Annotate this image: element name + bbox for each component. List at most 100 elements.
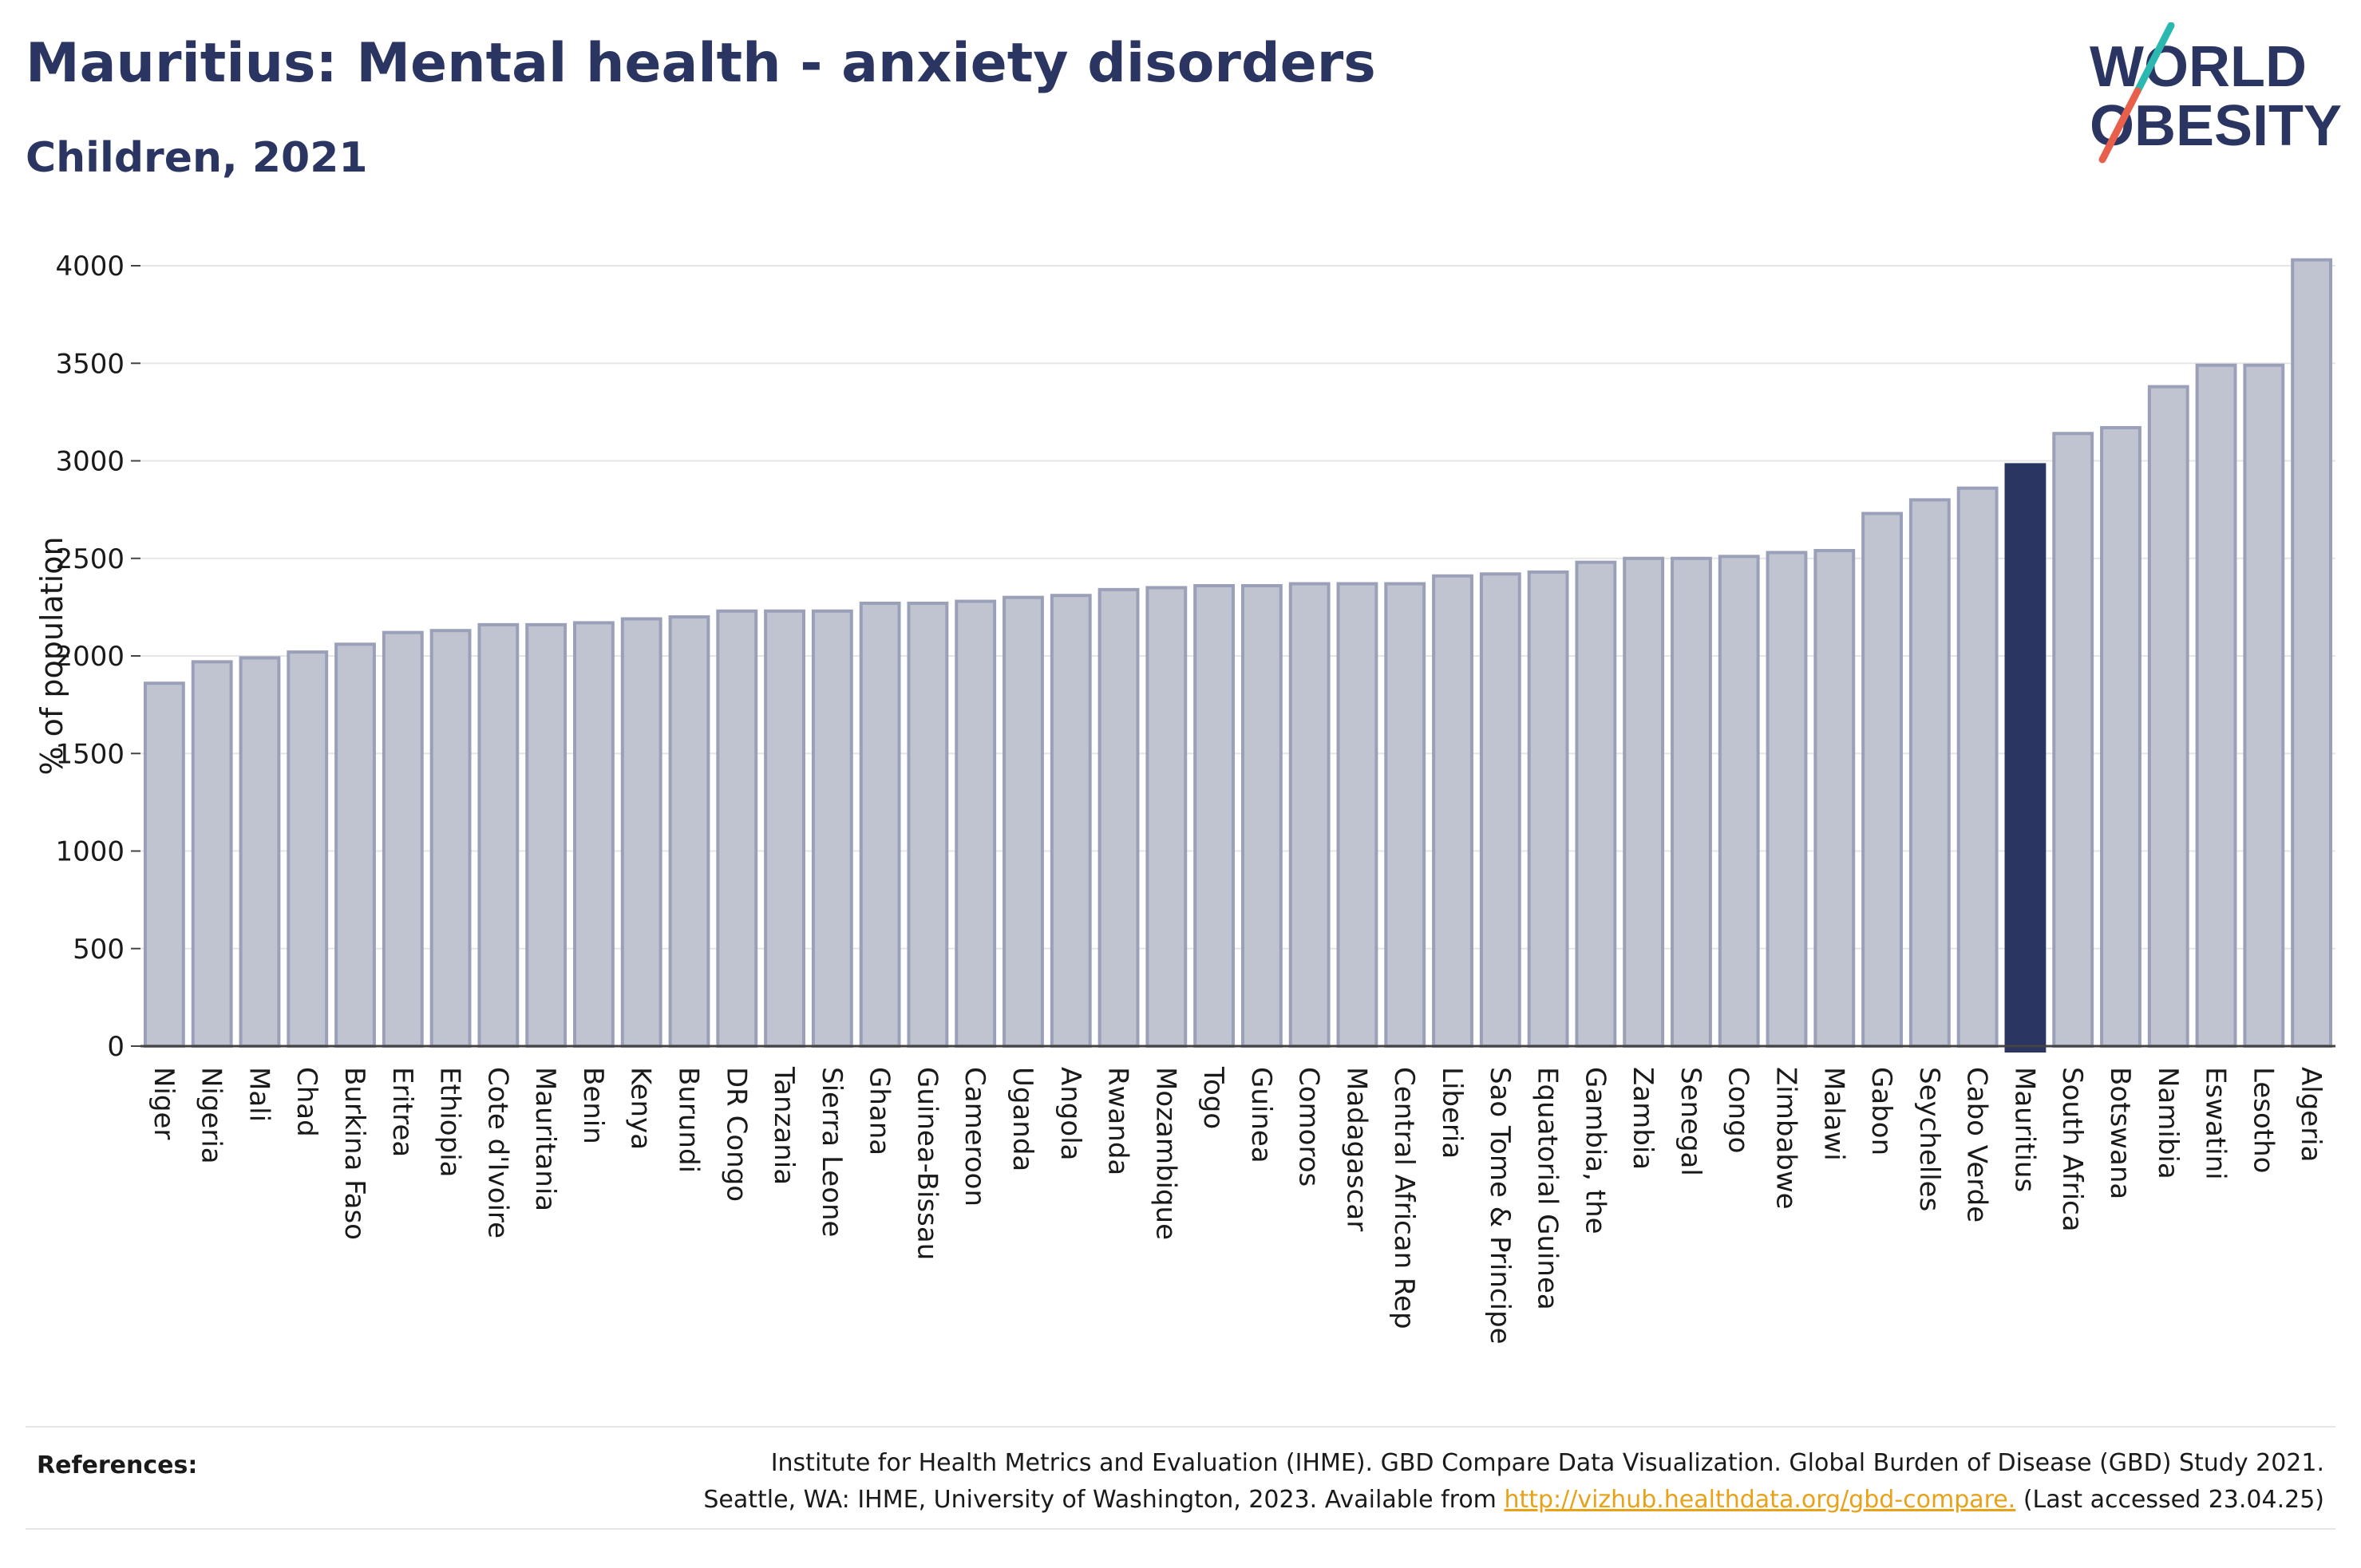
bar-seychelles [1908, 498, 1951, 1048]
bar-equatorial-guinea [1527, 570, 1569, 1048]
references-text: Institute for Health Metrics and Evaluat… [703, 1445, 2324, 1519]
x-tick-label: Zambia [1627, 1067, 1659, 1170]
x-tick-label: Benin [577, 1067, 609, 1144]
x-tick-label: Burundi [673, 1067, 705, 1173]
bar-mauritania [525, 622, 568, 1048]
x-tick-label: Guinea-Bissau [911, 1067, 943, 1260]
bar-eswatini [2195, 363, 2237, 1048]
references-label: References: [37, 1451, 198, 1479]
bar-sierra-leone [811, 609, 853, 1048]
y-tick-label: 0 [107, 1031, 125, 1063]
x-tick-label: Nigeria [196, 1067, 227, 1164]
bar-benin [573, 621, 615, 1048]
x-tick-label: Cote d'Ivoire [481, 1067, 513, 1238]
bar-ghana [859, 601, 901, 1048]
y-tick-label: 3000 [55, 446, 125, 478]
x-tick-label: Niger [148, 1067, 180, 1139]
x-tick-label: Congo [1722, 1067, 1754, 1153]
bar-burundi [668, 615, 710, 1048]
x-tick-label: Eritrea [386, 1067, 418, 1157]
references-panel: References: Institute for Health Metrics… [26, 1426, 2335, 1530]
bar-guinea [1240, 583, 1283, 1048]
x-tick-label: Mauritius [2008, 1067, 2040, 1192]
bar-dr-congo [716, 609, 758, 1048]
bar-central-african-rep [1384, 582, 1426, 1048]
x-tick-label: Comoros [1293, 1067, 1325, 1187]
x-tick-label: Angola [1054, 1067, 1086, 1160]
x-tick-label: South Africa [2056, 1067, 2088, 1232]
x-tick-label: DR Congo [720, 1067, 752, 1202]
bar-comoros [1288, 582, 1331, 1048]
bar-uganda [1003, 595, 1044, 1048]
x-tick-label: Senegal [1675, 1067, 1706, 1176]
x-tick-label: Central African Rep [1388, 1067, 1420, 1329]
bar-gabon [1861, 511, 1903, 1048]
x-tick-label: Cabo Verde [1961, 1067, 1993, 1222]
logo-slash-top [2134, 22, 2175, 95]
bar-kenya [620, 617, 662, 1048]
y-tick-label: 1500 [55, 738, 125, 770]
y-tick-label: 500 [73, 934, 125, 966]
bar-congo [1718, 555, 1760, 1048]
bar-mali [239, 656, 281, 1048]
references-line-2-suffix: (Last accessed 23.04.25) [2015, 1486, 2324, 1514]
x-tick-label: Cameroon [959, 1067, 991, 1207]
references-line-2: Seattle, WA: IHME, University of Washing… [703, 1482, 2324, 1519]
x-tick-label: Sierra Leone [816, 1067, 848, 1237]
x-tick-label: Algeria [2295, 1067, 2327, 1162]
bar-senegal [1671, 556, 1712, 1048]
bar-mozambique [1145, 586, 1188, 1048]
bar-madagascar [1336, 582, 1378, 1048]
bar-niger [143, 681, 185, 1048]
bar-mauritius [2004, 463, 2047, 1053]
x-tick-label: Mali [243, 1067, 275, 1122]
bar-rwanda [1097, 587, 1140, 1048]
x-tick-label: Madagascar [1340, 1067, 1372, 1231]
bar-south-africa [2052, 432, 2094, 1048]
bar-lesotho [2243, 363, 2285, 1048]
y-axis-ticks: 0 500 1000 1500 2000 2500 3000 3500 4000 [55, 251, 140, 1063]
x-tick-label: Eswatini [2200, 1067, 2232, 1180]
y-tick-label: 4000 [55, 251, 125, 282]
x-tick-label: Tanzania [768, 1066, 800, 1185]
x-tick-label: Gabon [1865, 1067, 1897, 1155]
chart-title: Mauritius: Mental health - anxiety disor… [26, 32, 1376, 95]
x-tick-label: Mozambique [1149, 1067, 1181, 1240]
references-link[interactable]: http://vizhub.healthdata.org/gbd-compare… [1504, 1486, 2016, 1514]
bar-nigeria [191, 660, 233, 1049]
x-tick-label: Mauritania [529, 1067, 561, 1211]
x-tick-label: Malawi [1817, 1067, 1849, 1161]
x-tick-label: Zimbabwe [1770, 1067, 1802, 1210]
y-tick-label: 2500 [55, 543, 125, 575]
y-tick-label: 1000 [55, 836, 125, 868]
x-tick-label: Ghana [864, 1067, 896, 1155]
bar-namibia [2147, 385, 2189, 1048]
references-line-1: Institute for Health Metrics and Evaluat… [770, 1449, 2324, 1477]
x-tick-label: Gambia, the [1579, 1067, 1611, 1234]
bar-algeria [2291, 258, 2333, 1049]
bar-ethiopia [429, 629, 472, 1048]
x-tick-label: Guinea [1245, 1067, 1277, 1163]
logo-slash-bottom [2098, 87, 2142, 164]
x-tick-label: Burkina Faso [338, 1067, 370, 1240]
x-tick-label: Botswana [2104, 1067, 2136, 1199]
y-tick-label: 2000 [55, 641, 125, 673]
logo-line-1: WORLD [2090, 35, 2307, 99]
bar-cote-d-ivoire [477, 622, 520, 1048]
x-tick-label: Chad [291, 1067, 322, 1137]
bar-angola [1050, 594, 1092, 1048]
x-axis-labels: Niger Nigeria Mali Chad Burkina Faso Eritrea E… [148, 1066, 2327, 1345]
y-axis-title: % of population [34, 536, 69, 775]
bar-eritrea [382, 630, 424, 1048]
chart-subtitle: Children, 2021 [26, 134, 368, 182]
x-tick-label: Ethiopia [434, 1067, 466, 1177]
bar-guinea-bissau [907, 601, 949, 1048]
x-tick-label: Seychelles [1913, 1067, 1945, 1211]
x-tick-label: Kenya [625, 1067, 657, 1150]
bar-liberia [1432, 574, 1473, 1048]
bar-burkina-faso [334, 642, 376, 1049]
x-tick-label: Namibia [2152, 1067, 2184, 1179]
references-line-2-prefix: Seattle, WA: IHME, University of Washing… [703, 1486, 1505, 1514]
x-tick-label: Lesotho [2247, 1067, 2279, 1173]
world-obesity-logo: WORLD OBESITY [2090, 22, 2342, 164]
